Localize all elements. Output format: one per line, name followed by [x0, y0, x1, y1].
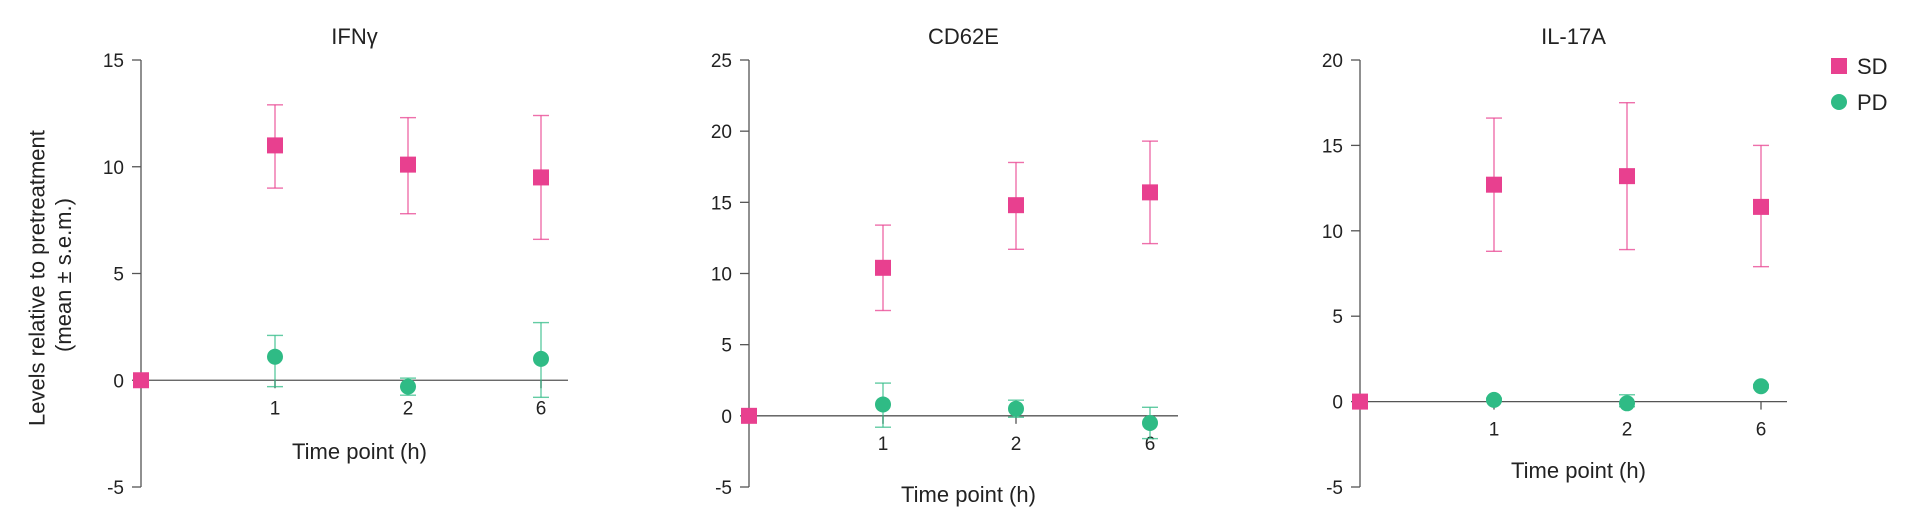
panel-title: IFNγ: [331, 24, 377, 49]
data-point-sd: [400, 156, 416, 173]
data-point-pd: [533, 350, 549, 367]
y-tick-label: -5: [1326, 478, 1343, 499]
legend-marker-circle: [1831, 94, 1847, 110]
y-tick-label: -5: [715, 478, 732, 499]
x-axis-title: Time point (h): [901, 482, 1036, 507]
series-sd: [1486, 101, 1769, 268]
baseline-point: [1352, 393, 1368, 410]
chart-panel-3: IL-17A -5 0 5 10 15 20 1 2 6 Time point (h): [1322, 24, 1787, 499]
data-point-pd: [1619, 395, 1635, 412]
y-tick-label: -5: [107, 478, 124, 499]
x-tick-label: 1: [878, 434, 889, 455]
data-point-sd: [875, 259, 891, 276]
y-tick-label: 0: [113, 371, 124, 392]
x-tick-label: 6: [536, 398, 547, 419]
shared-y-axis-label: Levels relative to pretreatment (mean ± …: [25, 124, 76, 426]
data-point-sd: [533, 169, 549, 186]
x-tick-label: 2: [403, 398, 414, 419]
x-tick-label: 2: [1622, 420, 1633, 441]
x-axis-title: Time point (h): [292, 439, 427, 464]
series-sd: [267, 104, 549, 241]
y-tick-label: 20: [1322, 51, 1343, 72]
data-point-pd: [1142, 414, 1158, 431]
data-point-pd: [1486, 391, 1502, 408]
legend-item-sd: SD: [1831, 54, 1888, 79]
series-pd: [267, 321, 549, 399]
y-tick-label: 15: [711, 193, 732, 214]
series-pd: [875, 382, 1158, 440]
y-tick-label: 10: [103, 158, 124, 179]
data-point-sd: [1142, 184, 1158, 201]
x-tick-label: 6: [1756, 420, 1767, 441]
y-tick-label: 15: [103, 51, 124, 72]
data-point-pd: [875, 396, 891, 413]
legend: SD PD: [1831, 54, 1888, 115]
chart-panel-2: CD62E -5 0 5 10 15 20 25 1 2 6 Time point (h): [711, 24, 1178, 507]
legend-label: PD: [1857, 90, 1888, 115]
x-axis-title: Time point (h): [1511, 458, 1646, 483]
y-tick-label: 5: [113, 265, 124, 286]
y-tick-label: 15: [1322, 136, 1343, 157]
y-tick-label: 10: [711, 265, 732, 286]
x-tick-label: 1: [1489, 420, 1500, 441]
y-tick-label: 5: [721, 336, 732, 357]
data-point-sd: [1753, 198, 1769, 215]
y-tick-label: 20: [711, 122, 732, 143]
data-point-pd: [1008, 400, 1024, 417]
panel-title: CD62E: [928, 24, 999, 49]
y-tick-label: 0: [1332, 393, 1343, 414]
chart-panel-1: IFNγ -5 0 5 10 15 1 2 6 Time point (h): [103, 24, 568, 499]
data-point-pd: [1753, 378, 1769, 395]
y-tick-label: 10: [1322, 222, 1343, 243]
y-tick-label: 5: [1332, 307, 1343, 328]
data-point-pd: [267, 348, 283, 365]
data-point-pd: [400, 378, 416, 395]
y-tick-label: 25: [711, 51, 732, 72]
shared-y-axis-label-line-1: Levels relative to pretreatment: [25, 130, 50, 426]
shared-y-axis-label-line-2: (mean ± s.e.m.): [51, 198, 76, 352]
x-tick-label: 6: [1145, 434, 1156, 455]
series-pd: [1486, 378, 1769, 412]
panel-title: IL-17A: [1541, 24, 1606, 49]
data-point-sd: [1008, 197, 1024, 214]
x-tick-label: 1: [270, 398, 281, 419]
legend-marker-square: [1831, 58, 1847, 74]
baseline-point: [133, 372, 149, 389]
y-tick-label: 0: [721, 407, 732, 428]
legend-label: SD: [1857, 54, 1888, 79]
legend-item-pd: PD: [1831, 90, 1888, 115]
x-tick-label: 2: [1011, 434, 1022, 455]
baseline-point: [741, 407, 757, 424]
series-sd: [875, 140, 1158, 312]
data-point-sd: [1619, 168, 1635, 185]
data-point-sd: [1486, 176, 1502, 193]
data-point-sd: [267, 137, 283, 154]
